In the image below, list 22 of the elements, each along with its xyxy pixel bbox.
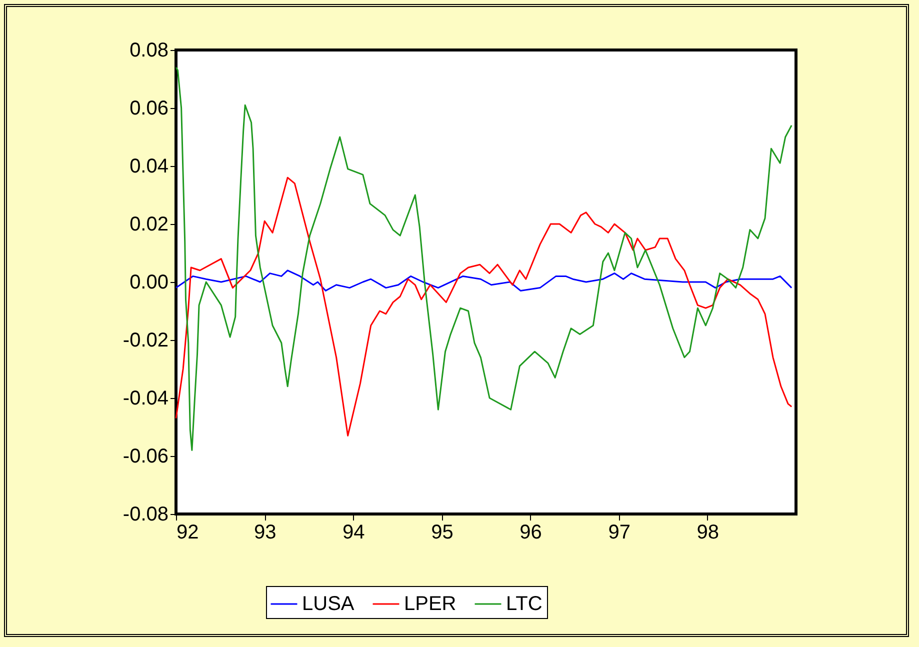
y-tick-label: 0.02 (130, 214, 168, 236)
line-series (175, 176, 792, 436)
y-tick-label: 0.00 (130, 272, 168, 294)
x-tick-label: 94 (342, 522, 365, 544)
x-tick-label: 95 (431, 522, 454, 544)
y-tick-label: 0.04 (130, 156, 168, 178)
x-tick-label: 96 (520, 522, 542, 544)
x-tick-label: 97 (608, 522, 630, 544)
legend-label: LPER (404, 593, 456, 615)
legend-label: LUSA (302, 593, 355, 615)
line-series (175, 270, 792, 292)
y-tick-label: -0.08 (122, 504, 168, 526)
legend-label: LTC (506, 593, 542, 615)
y-tick-label: -0.02 (122, 330, 168, 352)
x-tick-label: 98 (696, 522, 720, 544)
y-tick-label: 0.08 (130, 40, 168, 62)
y-tick-label: 0.06 (130, 98, 168, 120)
x-tick-label: 93 (254, 522, 276, 544)
y-tick-label: -0.06 (122, 446, 168, 468)
y-tick-label: -0.04 (122, 388, 168, 410)
line-series (175, 66, 792, 451)
x-tick-label: 92 (176, 522, 199, 544)
